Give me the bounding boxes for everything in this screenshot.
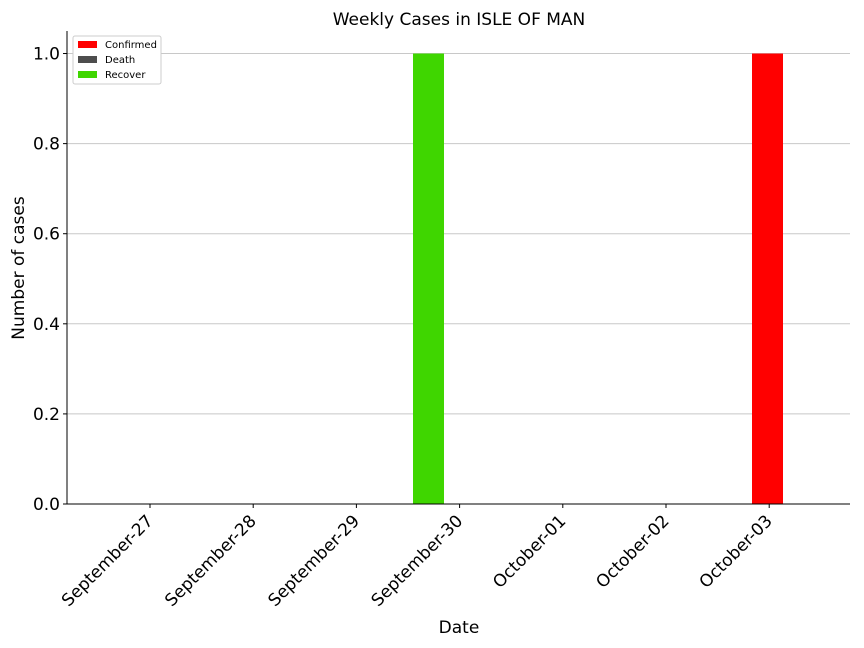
- bar-confirmed: [752, 53, 783, 505]
- axes: [66, 31, 850, 505]
- bars: [413, 53, 783, 505]
- y-tick-label: 0.2: [33, 405, 60, 425]
- x-tick-label: October-03: [696, 511, 777, 592]
- legend-swatch: [78, 71, 97, 78]
- x-ticks: September-27 September-28 September-29 Sept…: [58, 504, 777, 611]
- legend-swatch: [78, 56, 97, 63]
- y-tick-label: 1.0: [33, 45, 60, 65]
- chart-title: Weekly Cases in ISLE OF MAN: [333, 10, 586, 30]
- y-tick-label: 0.0: [33, 495, 60, 515]
- legend: Confirmed Death Recover: [72, 35, 162, 85]
- legend-label: Recover: [105, 70, 146, 81]
- bar-recover: [413, 53, 444, 505]
- gridlines: [67, 53, 850, 415]
- y-tick-label: 0.8: [33, 135, 60, 155]
- y-axis-label: Number of cases: [9, 196, 29, 340]
- y-ticks: 0.0 0.2 0.4 0.6 0.8 1.0: [33, 45, 67, 515]
- legend-label: Death: [105, 55, 135, 66]
- legend-label: Confirmed: [105, 40, 157, 51]
- x-tick-label: September-27: [58, 511, 157, 610]
- x-tick-label: September-28: [161, 511, 260, 610]
- y-tick-label: 0.6: [33, 225, 60, 245]
- y-tick-label: 0.4: [33, 315, 60, 335]
- legend-swatch: [78, 41, 97, 48]
- x-tick-label: October-02: [592, 511, 673, 592]
- x-axis-label: Date: [439, 618, 480, 638]
- x-tick-label: September-29: [264, 511, 363, 610]
- x-tick-label: September-30: [368, 511, 467, 610]
- x-tick-label: October-01: [489, 511, 570, 592]
